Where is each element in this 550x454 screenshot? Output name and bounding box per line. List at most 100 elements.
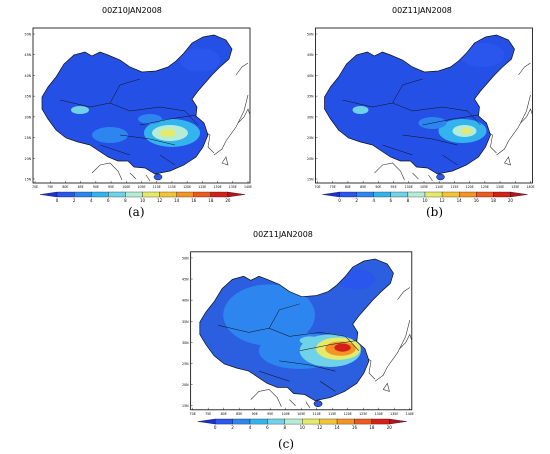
lat-tick-label: 20N [182, 383, 189, 387]
lon-tick-label: 80E [62, 185, 68, 189]
colorbar-label: 2 [73, 198, 76, 203]
precip-patch [180, 48, 220, 72]
precip-patch [460, 43, 505, 67]
lon-tick-label: 85E [78, 185, 84, 189]
lon-tick-label: 75E [330, 185, 336, 189]
colorbar-swatch [176, 191, 194, 198]
lon-tick-label: 75E [47, 185, 53, 189]
lon-tick-label: 90E [252, 412, 258, 416]
island-shape [153, 173, 163, 181]
colorbar-label: 12 [440, 198, 446, 203]
colorbar-label: 6 [390, 198, 393, 203]
colorbar-swatch [441, 191, 460, 198]
lon-tick-label: 120E [466, 185, 474, 189]
colorbar-swatch [390, 191, 409, 198]
lon-tick-label: 110E [435, 185, 443, 189]
colorbar-label: 14 [174, 198, 180, 203]
panel-a: 00Z10JAN2008 50N 45N 40N 35N 30N 25N 20N 15N 70E… [0, 0, 275, 230]
lon-tick-label: 70E [314, 185, 320, 189]
lat-tick-label: 35N [25, 95, 32, 99]
lon-tick-label: 110E [313, 412, 321, 416]
country-outline [199, 258, 394, 402]
colorbar-swatch [210, 191, 229, 198]
lon-tick-label: 85E [236, 412, 242, 416]
colorbar-swatch [424, 191, 443, 198]
precip-patch [461, 128, 472, 134]
lon-tick-label: 140E [244, 185, 252, 189]
colorbar-label: 12 [157, 198, 163, 203]
precip-patch [352, 106, 369, 114]
precip-patch [92, 127, 128, 143]
colorbar-label: 18 [369, 425, 375, 430]
colorbar-label: 18 [491, 198, 497, 203]
colorbar-swatch [476, 191, 494, 198]
colorbar-label: 8 [124, 198, 127, 203]
colorbar-swatch [356, 191, 374, 198]
colorbar-swatch [336, 418, 355, 425]
lat-tick-label: 45N [182, 278, 189, 282]
lon-tick-label: 90E [93, 185, 99, 189]
colorbar-label: 8 [284, 425, 287, 430]
precip-patch [71, 106, 89, 114]
colorbar-swatch [159, 191, 177, 198]
colorbar-label: 8 [407, 198, 410, 203]
panel-c-title: 00Z11JAN2008 [253, 230, 313, 239]
lat-tick-label: 25N [182, 362, 189, 366]
colorbar-label: 4 [249, 425, 252, 430]
country-outline [324, 34, 515, 175]
colorbar-swatch [74, 191, 92, 198]
lon-tick-label: 90E [375, 185, 381, 189]
colorbar-label: 16 [191, 198, 197, 203]
colorbar-swatch [91, 191, 109, 198]
colorbar-swatch [493, 191, 511, 198]
lon-tick-label: 70E [190, 412, 196, 416]
lon-tick-label: 105E [137, 185, 145, 189]
lon-tick-label: 120E [183, 185, 191, 189]
panel-b-caption: (b) [426, 205, 444, 219]
lon-tick-label: 95E [267, 412, 273, 416]
lat-tick-label: 45N [25, 53, 32, 57]
precip-patch [160, 129, 176, 137]
colorbar-swatch [193, 191, 211, 198]
colorbar-label: 0 [214, 425, 217, 430]
colorbar-label: 0 [56, 198, 59, 203]
colorbar-label: 6 [266, 425, 269, 430]
colorbar-label: 14 [457, 198, 463, 203]
lat-tick-label: 15N [25, 178, 32, 182]
colorbar-swatch [197, 418, 216, 425]
lat-tick-label: 20N [25, 157, 32, 161]
precip-patch [334, 343, 351, 352]
panel-a-caption: (a) [128, 205, 145, 219]
lat-tick-label: 25N [25, 136, 32, 140]
lon-tick-label: 120E [344, 412, 352, 416]
panel-c-caption: (c) [278, 437, 295, 451]
colorbar-label: 10 [422, 198, 428, 203]
colorbar-swatch [56, 191, 75, 198]
colorbar-swatch [322, 191, 340, 198]
lon-tick-label: 85E [360, 185, 366, 189]
lon-tick-label: 110E [153, 185, 161, 189]
colorbar-swatch [354, 418, 373, 425]
lon-tick-label: 115E [328, 412, 336, 416]
lon-tick-label: 70E [32, 185, 38, 189]
colorbar-swatch [407, 191, 426, 198]
lon-tick-label: 80E [221, 412, 227, 416]
colorbar-swatch [249, 418, 268, 425]
colorbar-swatch [510, 191, 528, 198]
lat-tick-label: 40N [182, 299, 189, 303]
country-outline [41, 34, 233, 175]
colorbar [197, 418, 407, 425]
panel-b-title: 00Z11JAN2008 [392, 6, 452, 15]
lon-tick-label: 140E [526, 185, 534, 189]
precip-patch [299, 336, 321, 345]
lon-tick-label: 115E [450, 185, 458, 189]
island-shape [436, 173, 445, 181]
lat-tick-label: 35N [307, 95, 314, 99]
panel-c: 00Z11JAN2008 50N 45N 40N 35N 30N 25N 20N 15N 70E… [155, 225, 425, 454]
island-shape [313, 400, 323, 408]
colorbar-swatch [267, 418, 285, 425]
colorbar [39, 191, 246, 198]
colorbar-swatch [302, 418, 320, 425]
